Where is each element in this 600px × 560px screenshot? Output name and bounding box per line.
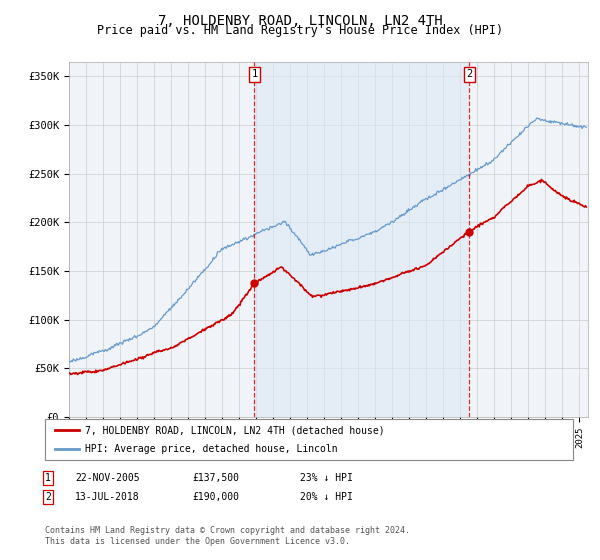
Text: 23% ↓ HPI: 23% ↓ HPI [300,473,353,483]
Text: 22-NOV-2005: 22-NOV-2005 [75,473,140,483]
Text: Contains HM Land Registry data © Crown copyright and database right 2024.: Contains HM Land Registry data © Crown c… [45,526,410,535]
Text: 7, HOLDENBY ROAD, LINCOLN, LN2 4TH (detached house): 7, HOLDENBY ROAD, LINCOLN, LN2 4TH (deta… [85,426,384,436]
Text: 13-JUL-2018: 13-JUL-2018 [75,492,140,502]
Text: This data is licensed under the Open Government Licence v3.0.: This data is licensed under the Open Gov… [45,537,350,546]
Bar [254,62,469,417]
Text: Price paid vs. HM Land Registry's House Price Index (HPI): Price paid vs. HM Land Registry's House … [97,24,503,37]
Text: 1: 1 [251,69,257,80]
Text: 7, HOLDENBY ROAD, LINCOLN, LN2 4TH: 7, HOLDENBY ROAD, LINCOLN, LN2 4TH [158,14,442,28]
Text: 1: 1 [45,473,51,483]
Text: HPI: Average price, detached house, Lincoln: HPI: Average price, detached house, Linc… [85,444,337,454]
Text: £137,500: £137,500 [192,473,239,483]
Text: 2: 2 [466,69,473,80]
Text: 2: 2 [45,492,51,502]
Text: £190,000: £190,000 [192,492,239,502]
Text: 20% ↓ HPI: 20% ↓ HPI [300,492,353,502]
FancyBboxPatch shape [45,419,573,460]
